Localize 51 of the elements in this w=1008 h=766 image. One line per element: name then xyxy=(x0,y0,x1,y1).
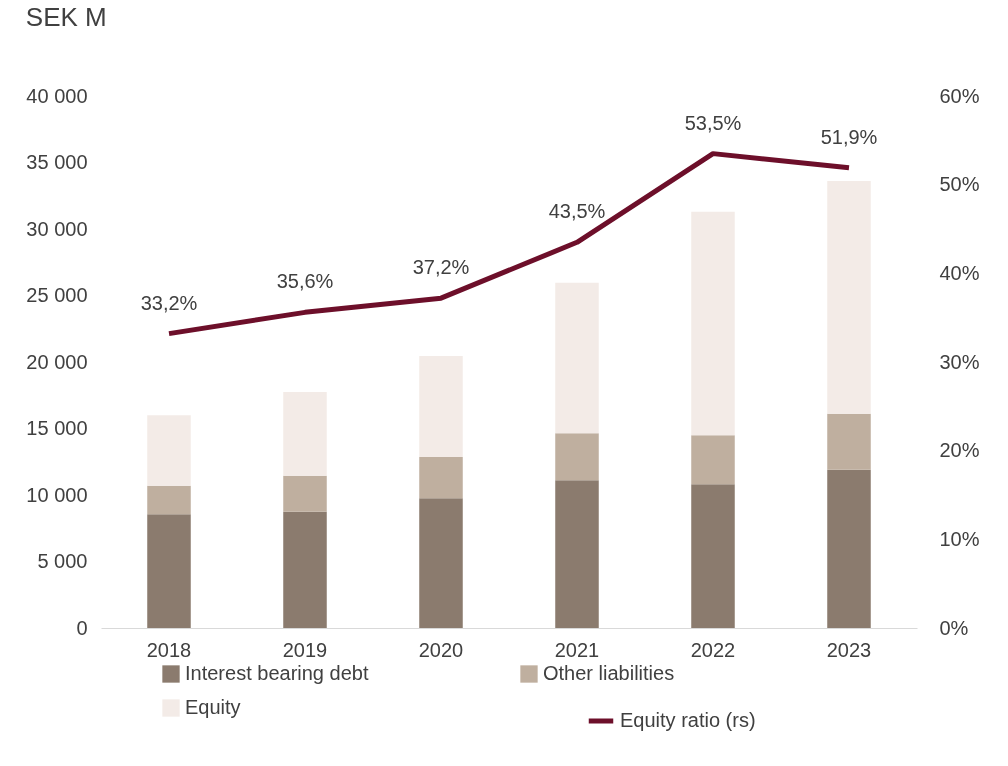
chart-title: SEK M xyxy=(25,2,107,32)
y2-tick-label: 60% xyxy=(939,84,980,107)
y-tick-label: 15 000 xyxy=(26,417,88,439)
bar xyxy=(827,181,871,414)
legend-label: Interest bearing debt xyxy=(185,662,369,684)
y2-tick-label: 0% xyxy=(939,616,969,639)
bar xyxy=(555,433,599,481)
y-tick-label: 5 000 xyxy=(37,550,88,572)
legend-label: Equity ratio (rs) xyxy=(620,709,756,731)
bar xyxy=(283,391,327,476)
data-label: 33,2% xyxy=(140,291,198,314)
y2-tick-label: 50% xyxy=(939,173,980,196)
y-tick-label: 35 000 xyxy=(26,151,88,173)
bar xyxy=(419,356,463,458)
bar xyxy=(555,282,599,434)
data-label: 51,9% xyxy=(820,125,878,148)
y-tick-label: 40 000 xyxy=(26,84,88,107)
data-label: 37,2% xyxy=(412,256,470,279)
bar xyxy=(283,511,327,628)
y-tick-label: 20 000 xyxy=(26,350,88,373)
bar xyxy=(147,415,191,486)
data-label: 53,5% xyxy=(684,111,742,134)
bar xyxy=(147,485,191,515)
y2-tick-label: 10% xyxy=(939,527,980,550)
x-tick-label: 2021 xyxy=(554,638,600,661)
y-tick-label: 10 000 xyxy=(26,483,88,506)
y2-tick-label: 40% xyxy=(939,261,980,284)
bar xyxy=(283,475,327,512)
bar xyxy=(691,435,735,485)
y2-tick-label: 20% xyxy=(939,439,980,462)
legend-label: Other liabilities xyxy=(543,662,675,684)
bar xyxy=(827,469,871,628)
y-tick-label: 0 xyxy=(76,616,88,639)
bar xyxy=(555,480,599,628)
data-label: 35,6% xyxy=(276,270,334,293)
legend-label: Equity xyxy=(185,696,241,718)
y-tick-label: 30 000 xyxy=(26,217,88,240)
bar xyxy=(419,457,463,499)
bar xyxy=(147,514,191,628)
x-tick-label: 2019 xyxy=(282,638,328,661)
bar xyxy=(691,484,735,628)
data-label: 43,5% xyxy=(548,200,606,223)
x-tick-label: 2018 xyxy=(146,638,192,661)
x-tick-label: 2020 xyxy=(418,638,464,661)
y2-tick-label: 30% xyxy=(939,350,980,373)
y-tick-label: 25 000 xyxy=(26,284,88,306)
x-tick-label: 2023 xyxy=(826,638,872,661)
bar xyxy=(419,498,463,628)
x-tick-label: 2022 xyxy=(690,638,736,661)
bar xyxy=(691,211,735,436)
bar xyxy=(827,413,871,470)
